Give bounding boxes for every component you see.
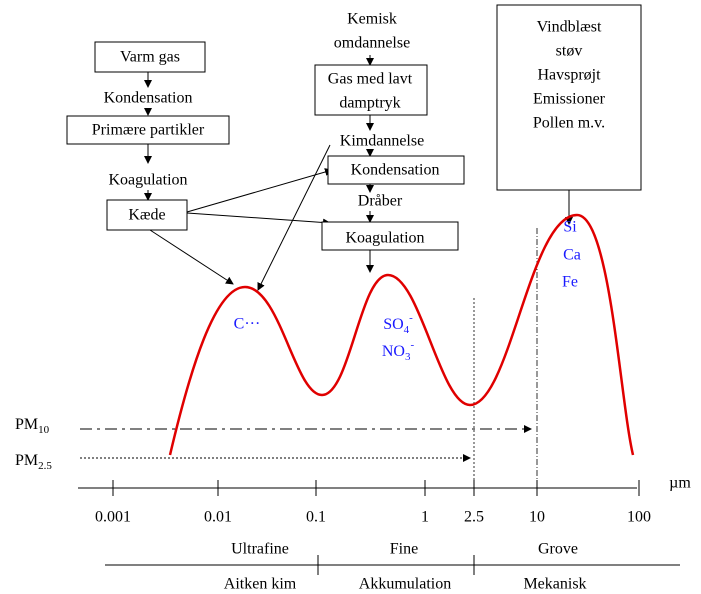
- box-label: Varm gas: [120, 49, 180, 66]
- pm-label-base: PM: [15, 452, 38, 469]
- box-label: Gas med lavt: [328, 71, 413, 88]
- peak-label: Fe: [562, 274, 578, 291]
- step-label: Kemisk: [347, 11, 397, 28]
- box: [94, 41, 206, 73]
- tick-label: 0.01: [204, 509, 232, 526]
- peak-label-sub: 4: [404, 324, 410, 336]
- range-label: Akkumulation: [359, 576, 451, 593]
- axis-ticks: 0.001 0.01 0.1 1 2.5 10 100: [95, 480, 651, 526]
- tick-label: 0.001: [95, 509, 131, 526]
- step-label: Dråber: [358, 193, 403, 210]
- box-label: Vindblæst: [537, 19, 602, 36]
- peak-label: C···: [234, 316, 261, 333]
- arrow: [149, 229, 234, 285]
- tick-label: 10: [529, 509, 545, 526]
- tick-label: 1: [421, 509, 429, 526]
- step-label: omdannelse: [334, 35, 410, 52]
- peak-label: NO3-: [382, 339, 415, 363]
- box: [314, 64, 428, 116]
- box-label: Kæde: [128, 207, 165, 224]
- box-label: Primære partikler: [92, 122, 205, 139]
- step-label: Kimdannelse: [340, 133, 424, 150]
- tick-label: 0.1: [306, 509, 326, 526]
- tick-label: 100: [627, 509, 651, 526]
- size-distribution-curve: [168, 213, 635, 456]
- box: [496, 4, 642, 191]
- pm-label: PM2.5: [15, 452, 52, 472]
- box: [66, 115, 230, 145]
- peak-label-base: SO: [383, 316, 403, 333]
- box: [321, 221, 459, 251]
- pm-label-sub: 10: [38, 424, 50, 436]
- arrow: [257, 144, 331, 291]
- box: [106, 199, 188, 231]
- peak-label-base: NO: [382, 343, 405, 360]
- tick-label: 2.5: [464, 509, 484, 526]
- box-label: Pollen m.v.: [533, 115, 605, 132]
- peak-label-sup: -: [410, 339, 414, 351]
- range-label: Fine: [390, 541, 418, 558]
- arrow: [186, 212, 331, 227]
- peak-label: SO4-: [383, 312, 413, 336]
- range-label: Grove: [538, 541, 578, 558]
- box-label: Havsprøjt: [537, 67, 601, 84]
- box-label: Emissioner: [533, 91, 606, 108]
- arrow: [186, 168, 333, 213]
- pm-label-base: PM: [15, 416, 38, 433]
- box-label: Koagulation: [345, 230, 424, 247]
- peak-label-sup: -: [409, 312, 413, 324]
- range-label: Aitken kim: [224, 576, 297, 593]
- range-label: Ultrafine: [231, 541, 289, 558]
- box-label: støv: [556, 43, 583, 60]
- step-label: Koagulation: [108, 172, 187, 189]
- peak-label-sub: 3: [405, 351, 411, 363]
- box-label: Kondensation: [351, 162, 440, 179]
- box-label: damptryk: [339, 95, 400, 112]
- peak-label: Si: [563, 219, 577, 236]
- pm-label-sub: 2.5: [38, 460, 52, 472]
- range-label: Mekanisk: [523, 576, 586, 593]
- step-label: Kondensation: [104, 90, 193, 107]
- axis-unit: µm: [669, 475, 691, 492]
- box: [327, 155, 465, 185]
- peak-label: Ca: [563, 247, 581, 264]
- pm-label: PM10: [15, 416, 50, 436]
